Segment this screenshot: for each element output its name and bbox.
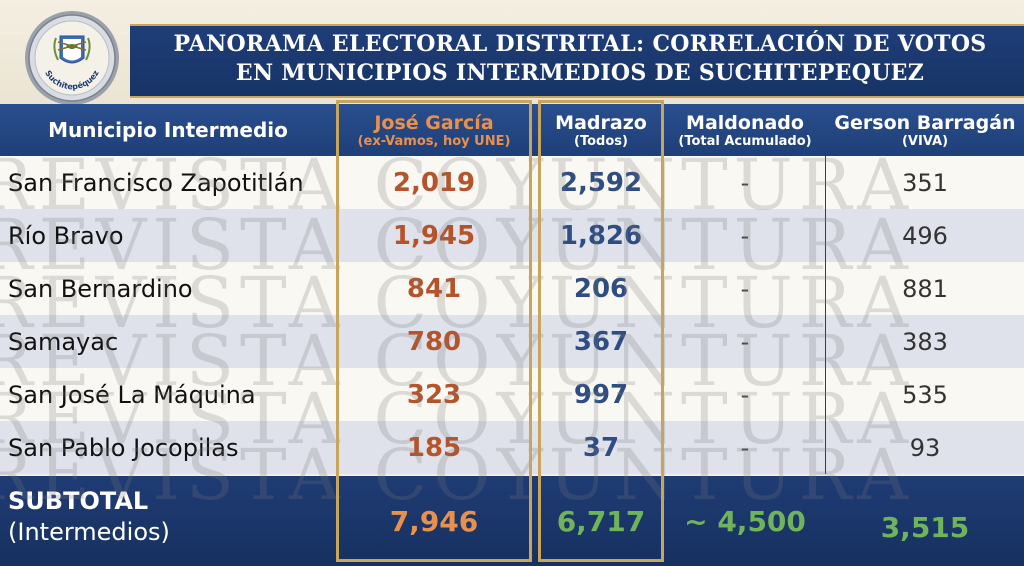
header: PANORAMA ELECTORAL DISTRITAL: CORRELACIÓ… — [0, 0, 1024, 105]
municipio-cell: San José La Máquina — [8, 380, 256, 409]
page-title: PANORAMA ELECTORAL DISTRITAL: CORRELACIÓ… — [150, 30, 1010, 88]
col-header-sublabel: (ex-Vamos, hoy UNE) — [357, 133, 511, 149]
subtotal-label-line-1: SUBTOTAL — [8, 487, 149, 515]
subtotal-madrazo: 6,717 — [556, 504, 646, 538]
maldonado-votes-cell: - — [740, 433, 750, 462]
results-table: Municipio Intermedio José García (ex-Vam… — [0, 104, 1024, 566]
col-header-maldonado: Maldonado (Total Acumulado) — [664, 104, 826, 156]
garcia-votes-cell: 780 — [406, 326, 462, 357]
barragan-votes-cell: 535 — [902, 380, 948, 409]
subtotal-label-line-2: (Intermedios) — [8, 518, 170, 546]
garcia-votes-cell: 2,019 — [392, 167, 476, 198]
madrazo-votes-cell: 2,592 — [559, 167, 643, 198]
madrazo-votes-cell: 37 — [582, 432, 620, 463]
coat-of-arms-icon — [53, 35, 91, 64]
title-line-1: PANORAMA ELECTORAL DISTRITAL: CORRELACIÓ… — [173, 31, 987, 57]
municipio-cell: San Bernardino — [8, 274, 193, 303]
col-header-label: Gerson Barragán — [834, 111, 1016, 134]
table-row: Río Bravo 1,945 1,826 - 496 — [0, 209, 1024, 262]
col-header-label: José García — [374, 111, 494, 134]
municipio-cell: San Francisco Zapotitlán — [8, 168, 304, 197]
col-header-label: Maldonado — [686, 111, 804, 134]
table-row: San Pablo Jocopilas 185 37 - 93 — [0, 421, 1024, 474]
table-row: Samayac 780 367 - 383 — [0, 315, 1024, 368]
barragan-votes-cell: 351 — [902, 168, 948, 197]
title-bar — [130, 24, 1024, 98]
table-row: San José La Máquina 323 997 - 535 — [0, 368, 1024, 421]
madrazo-votes-cell: 206 — [573, 273, 629, 304]
subtotal-maldonado: ~ 4,500 — [684, 504, 806, 538]
madrazo-votes-cell: 1,826 — [559, 220, 643, 251]
maldonado-votes-cell: - — [740, 221, 750, 250]
madrazo-votes-cell: 367 — [573, 326, 629, 357]
title-line-2: EN MUNICIPIOS INTERMEDIOS DE SUCHITEPEQU… — [235, 60, 925, 86]
table-row: San Francisco Zapotitlán 2,019 2,592 - 3… — [0, 156, 1024, 209]
barragan-votes-cell: 496 — [902, 221, 948, 250]
maldonado-votes-cell: - — [740, 380, 750, 409]
subtotal-row: SUBTOTAL (Intermedios) 7,946 6,717 ~ 4,5… — [0, 476, 1024, 566]
garcia-votes-cell: 185 — [406, 432, 462, 463]
table-header: Municipio Intermedio José García (ex-Vam… — [0, 104, 1024, 156]
garcia-votes-cell: 1,945 — [392, 220, 476, 251]
municipio-cell: San Pablo Jocopilas — [8, 433, 239, 462]
garcia-votes-cell: 841 — [406, 273, 462, 304]
department-seal-icon: Suchitepéquez — [25, 11, 119, 105]
col-header-sublabel: (Total Acumulado) — [678, 133, 812, 149]
col-header-sublabel: (Todos) — [574, 133, 628, 149]
madrazo-votes-cell: 997 — [573, 379, 629, 410]
column-divider — [825, 156, 826, 474]
barragan-votes-cell: 383 — [902, 327, 948, 356]
table-row: San Bernardino 841 206 - 881 — [0, 262, 1024, 315]
col-header-sublabel: (VIVA) — [901, 133, 949, 149]
barragan-votes-cell: 881 — [902, 274, 948, 303]
col-header-madrazo: Madrazo (Todos) — [538, 104, 664, 156]
barragan-votes-cell: 93 — [909, 433, 941, 462]
subtotal-label: SUBTOTAL (Intermedios) — [8, 486, 328, 548]
col-header-label: Madrazo — [555, 111, 647, 134]
col-header-label: Municipio Intermedio — [48, 118, 288, 142]
maldonado-votes-cell: - — [740, 327, 750, 356]
col-header-municipio: Municipio Intermedio — [0, 104, 336, 156]
maldonado-votes-cell: - — [740, 274, 750, 303]
municipio-cell: Río Bravo — [8, 221, 124, 250]
subtotal-garcia: 7,946 — [389, 504, 479, 538]
municipio-cell: Samayac — [8, 327, 119, 356]
subtotal-barragan: 3,515 — [880, 510, 970, 544]
col-header-barragan: Gerson Barragán (VIVA) — [826, 104, 1024, 156]
col-header-garcia: José García (ex-Vamos, hoy UNE) — [336, 104, 532, 156]
maldonado-votes-cell: - — [740, 168, 750, 197]
garcia-votes-cell: 323 — [406, 379, 462, 410]
